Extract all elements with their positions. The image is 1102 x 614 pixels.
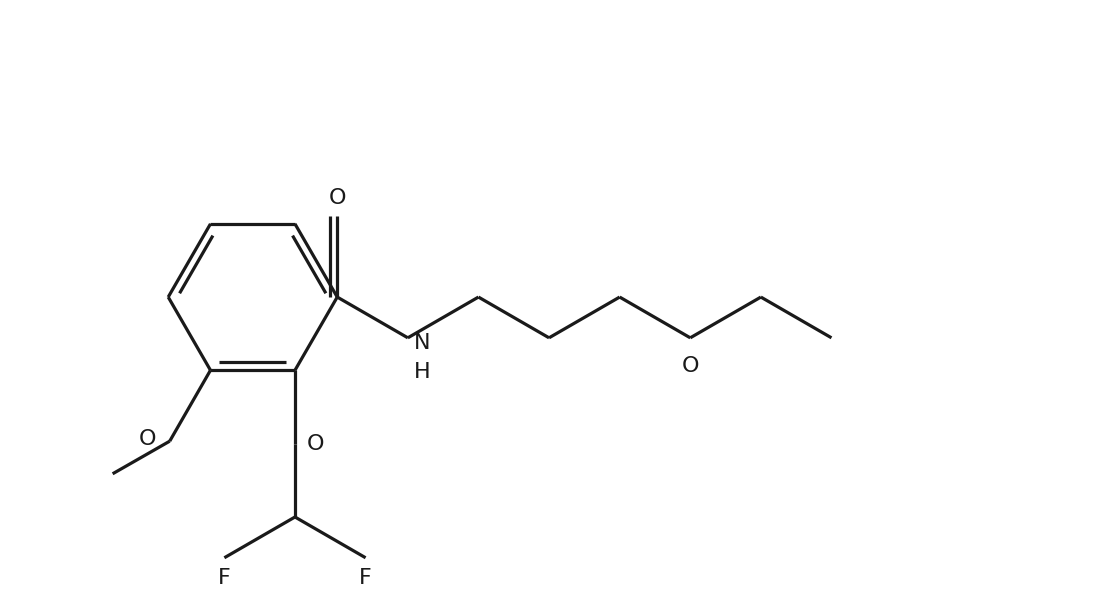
Text: F: F [218, 568, 230, 588]
Text: O: O [681, 356, 699, 376]
Text: O: O [328, 187, 346, 208]
Text: H: H [414, 362, 431, 382]
Text: N: N [414, 333, 430, 353]
Text: O: O [307, 433, 324, 454]
Text: O: O [138, 429, 155, 449]
Text: F: F [359, 568, 372, 588]
